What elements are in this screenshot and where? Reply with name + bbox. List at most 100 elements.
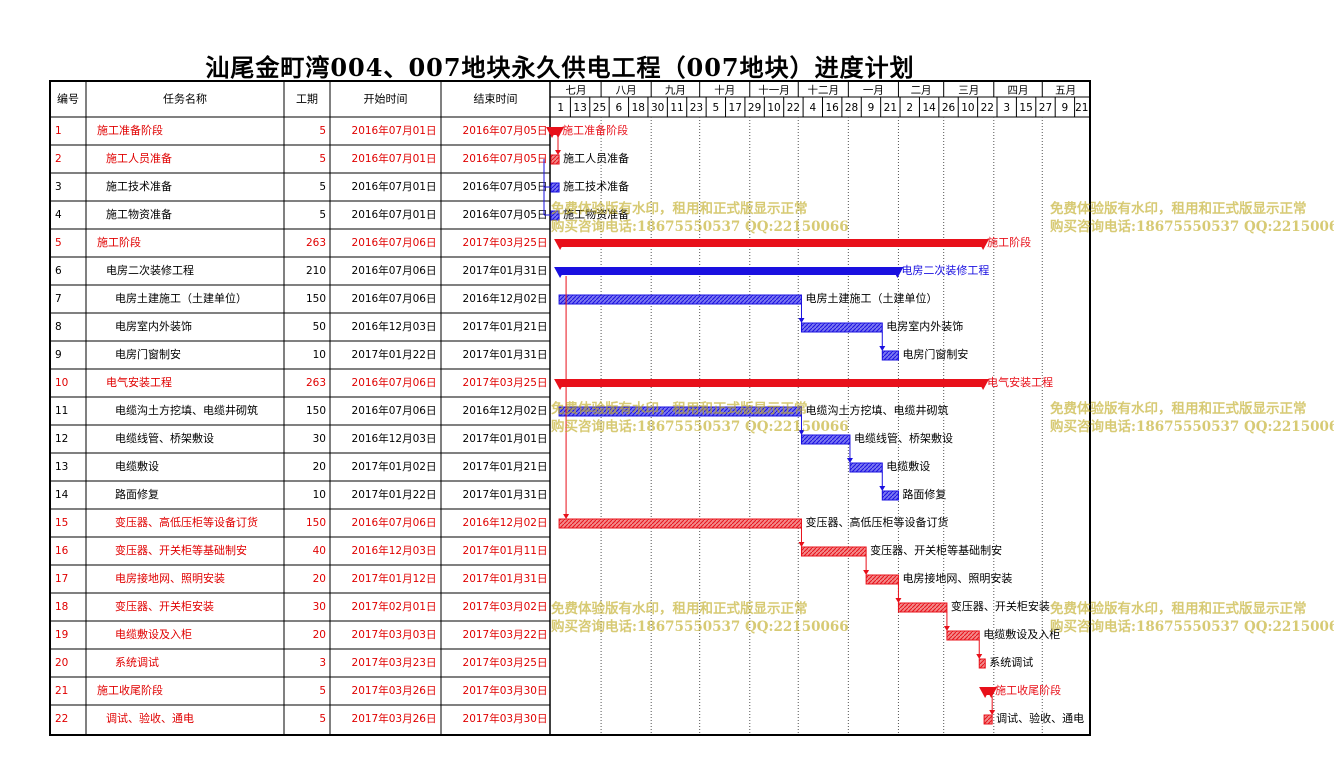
bar-label: 变压器、高低压柜等设备订货	[805, 515, 948, 529]
month-label: 十二月	[808, 84, 840, 97]
task-duration: 30	[313, 433, 326, 445]
week-label: 9	[868, 102, 875, 114]
bar-label: 电房接地网、照明安装	[902, 571, 1012, 585]
task-name: 电房二次装修工程	[106, 263, 194, 277]
task-end: 2017年01月11日	[463, 544, 548, 557]
task-start: 2016年07月01日	[352, 208, 437, 221]
task-name: 变压器、开关柜等基础制安	[115, 543, 247, 557]
task-start: 2016年07月06日	[352, 404, 437, 417]
task-duration: 10	[313, 349, 326, 361]
dependency-arrow-head	[563, 514, 570, 519]
task-name: 施工技术准备	[106, 179, 172, 193]
column-header-2: 工期	[296, 93, 318, 106]
task-duration: 5	[319, 181, 326, 193]
task-end: 2017年03月30日	[463, 684, 548, 697]
task-name: 电缆敷设	[115, 459, 159, 473]
task-name: 施工阶段	[97, 235, 141, 249]
task-duration: 20	[313, 573, 326, 585]
week-label: 29	[748, 102, 761, 114]
bar-label: 电房门窗制安	[902, 347, 968, 361]
dependency-arrow-head	[798, 542, 805, 547]
task-bar	[983, 714, 993, 725]
task-id: 21	[55, 685, 68, 697]
dependency-arrow-head	[863, 570, 870, 575]
task-name: 施工人员准备	[106, 151, 172, 165]
week-label: 22	[981, 102, 994, 114]
task-start: 2016年07月06日	[352, 516, 437, 529]
week-label: 28	[845, 102, 858, 114]
bar-label: 施工收尾阶段	[995, 683, 1061, 697]
task-end: 2017年01月21日	[463, 320, 548, 333]
week-label: 17	[729, 102, 742, 114]
column-header-0: 编号	[57, 92, 79, 106]
task-name: 电房室内外装饰	[115, 319, 192, 333]
week-label: 27	[1039, 102, 1052, 114]
month-label: 一月	[863, 85, 884, 97]
week-label: 21	[884, 102, 897, 114]
summary-end-marker	[552, 127, 565, 138]
task-start: 2016年07月06日	[352, 292, 437, 305]
summary-end-marker	[977, 239, 990, 250]
bar-label: 施工阶段	[987, 235, 1031, 249]
task-start: 2016年07月06日	[352, 264, 437, 277]
bar-label: 电房二次装修工程	[901, 263, 989, 277]
task-id: 20	[55, 657, 68, 669]
dependency-arrow-head	[798, 318, 805, 323]
task-name: 电缆沟土方挖填、电缆井砌筑	[115, 403, 258, 417]
bar-label: 施工准备阶段	[562, 123, 628, 137]
task-start: 2016年07月01日	[352, 180, 437, 193]
week-label: 9	[1062, 102, 1069, 114]
month-label: 二月	[911, 85, 932, 97]
task-start: 2017年03月26日	[352, 684, 437, 697]
task-name: 施工物资准备	[106, 207, 172, 221]
month-label: 八月	[616, 85, 637, 97]
bar-label: 施工物资准备	[563, 207, 629, 221]
task-name: 施工收尾阶段	[97, 683, 163, 697]
bar-label: 电缆沟土方挖填、电缆井砌筑	[805, 403, 948, 417]
task-bar	[800, 322, 883, 333]
task-end: 2016年12月02日	[463, 516, 548, 529]
bar-label: 变压器、开关柜安装	[951, 599, 1050, 613]
bar-label: 电气安装工程	[987, 375, 1053, 389]
task-duration: 5	[319, 153, 326, 165]
task-id: 1	[55, 125, 62, 137]
task-id: 12	[55, 433, 68, 445]
column-header-4: 结束时间	[474, 93, 518, 106]
task-duration: 40	[313, 545, 326, 557]
task-end: 2017年03月25日	[463, 656, 548, 669]
task-start: 2016年07月06日	[352, 236, 437, 249]
week-label: 25	[593, 102, 606, 114]
task-start: 2016年07月06日	[352, 376, 437, 389]
dependency-arrow-head	[798, 430, 805, 435]
summary-end-marker	[985, 687, 998, 698]
task-id: 16	[55, 545, 69, 557]
task-id: 22	[55, 713, 68, 725]
week-label: 10	[767, 102, 780, 114]
month-label: 四月	[1008, 85, 1029, 97]
dependency-arrow-head	[989, 710, 996, 715]
week-label: 10	[961, 102, 974, 114]
summary-bar	[559, 239, 985, 247]
task-bar	[849, 462, 883, 473]
task-end: 2017年01月31日	[463, 348, 548, 361]
gantt-frame	[49, 80, 1091, 736]
week-label: 2	[906, 102, 913, 114]
task-bar	[946, 630, 980, 641]
task-duration: 263	[306, 377, 326, 389]
bar-label: 施工技术准备	[563, 179, 629, 193]
week-label: 11	[670, 102, 683, 114]
task-duration: 20	[313, 461, 326, 473]
task-start: 2017年01月22日	[352, 348, 437, 361]
task-start: 2016年07月01日	[352, 152, 437, 165]
task-end: 2017年01月31日	[463, 488, 548, 501]
task-start: 2016年12月03日	[352, 432, 437, 445]
task-id: 2	[55, 153, 62, 165]
task-bar	[897, 602, 948, 613]
bar-label: 电房室内外装饰	[886, 319, 963, 333]
task-name: 路面修复	[115, 487, 159, 501]
task-start: 2017年02月01日	[352, 600, 437, 613]
dependency-arrow-head	[846, 458, 853, 463]
task-start: 2017年01月12日	[352, 572, 437, 585]
task-duration: 150	[306, 517, 326, 529]
task-start: 2017年03月23日	[352, 656, 437, 669]
